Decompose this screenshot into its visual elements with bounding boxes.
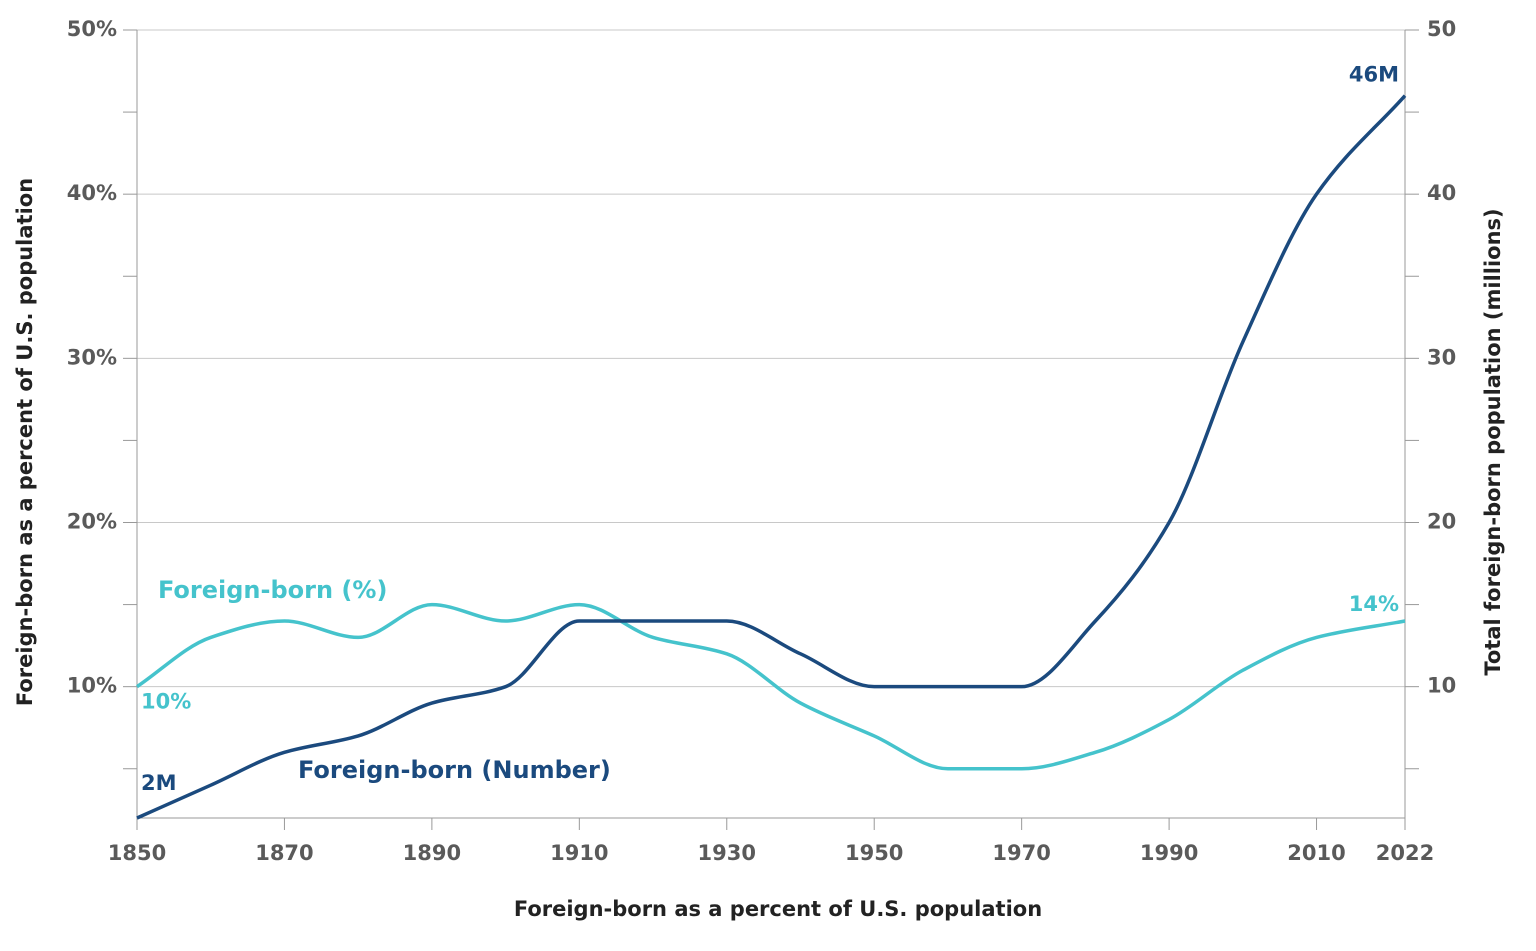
y-tick-label: 30% [67, 345, 117, 369]
value-label: 10% [141, 690, 191, 714]
y-tick-label: 20% [67, 510, 117, 534]
x-tick-label: 1950 [845, 841, 903, 865]
line [136, 94, 1407, 820]
x-tick-label: 1910 [550, 841, 608, 865]
value-label: 46M [1349, 63, 1399, 87]
x-tick-label: 1990 [1140, 841, 1198, 865]
y2-tick-label: 10 [1427, 674, 1456, 698]
y2-tick-label: 40 [1427, 181, 1456, 205]
value-label: 2M [141, 771, 177, 795]
y-tick-label: 10% [67, 674, 117, 698]
x-tick-label: 2022 [1376, 841, 1434, 865]
x-axis-title: Foreign-born as a percent of U.S. popula… [514, 897, 1042, 921]
y2-tick-label: 50 [1427, 17, 1456, 41]
y-tick-label: 40% [67, 181, 117, 205]
x-tick-label: 1890 [403, 841, 461, 865]
line [136, 602, 1406, 771]
y2-axis-title: Total foreign-born population (millions) [1481, 208, 1505, 675]
x-tick-label: 1870 [255, 841, 313, 865]
y-tick-label: 50% [67, 17, 117, 41]
y-axis-title: Foreign-born as a percent of U.S. popula… [13, 178, 37, 706]
series-label: Foreign-born (%) [158, 576, 387, 604]
y2-tick-label: 30 [1427, 345, 1456, 369]
y2-tick-label: 20 [1427, 510, 1456, 534]
x-tick-label: 1850 [108, 841, 166, 865]
x-tick-label: 1930 [698, 841, 756, 865]
value-label: 14% [1349, 592, 1399, 616]
x-tick-label: 2010 [1287, 841, 1345, 865]
series-label: Foreign-born (Number) [298, 756, 611, 784]
x-tick-label: 1970 [992, 841, 1050, 865]
